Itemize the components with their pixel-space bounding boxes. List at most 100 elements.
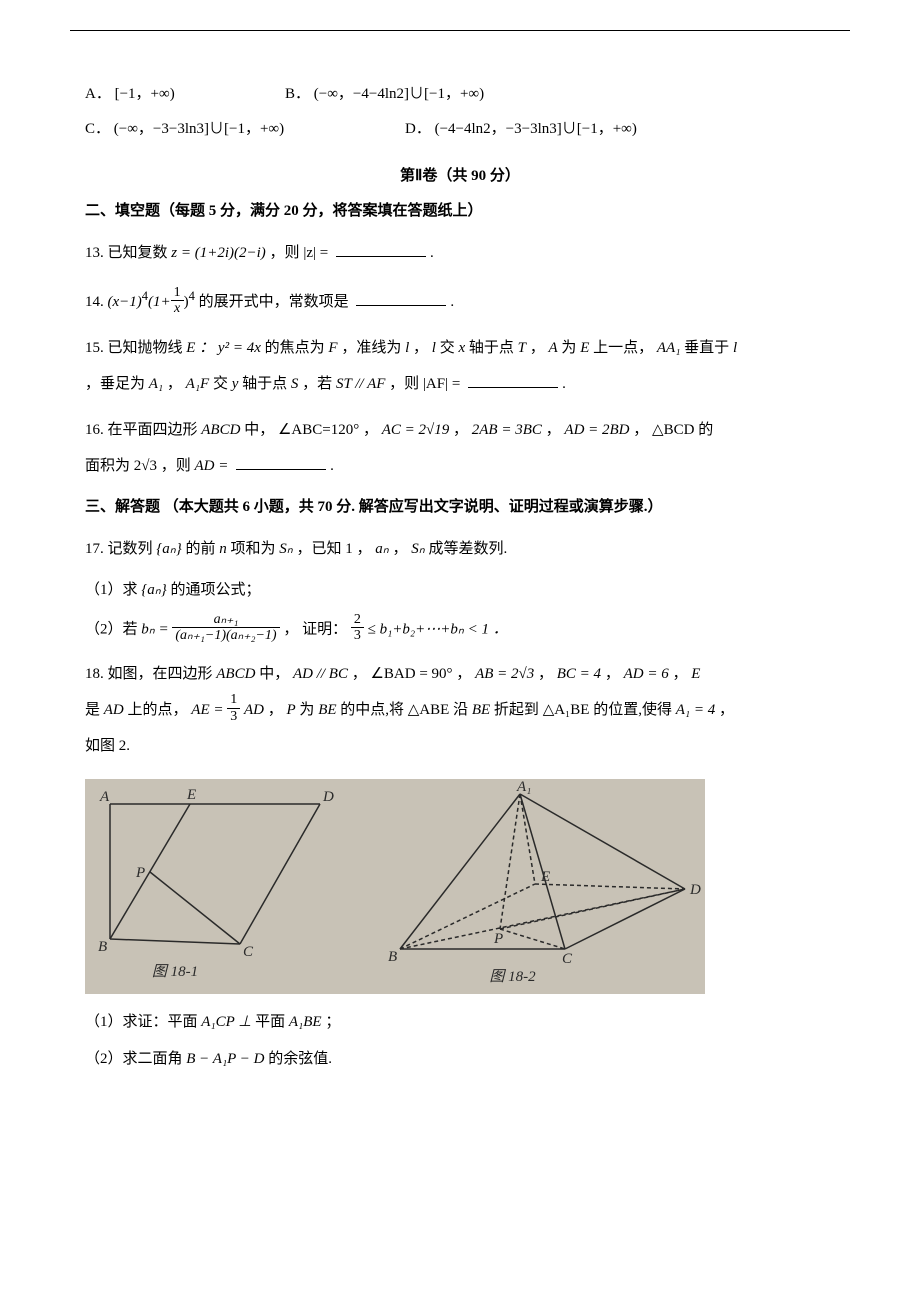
q13-mid: ，则	[270, 245, 300, 261]
q18-2g: 折起到	[494, 702, 539, 718]
q18-s1c: ；	[325, 1014, 340, 1030]
q18-d: ，	[456, 666, 475, 682]
q18-AD2: AD	[104, 702, 124, 718]
q15-i: 为	[561, 340, 580, 356]
q15-E: E	[580, 340, 589, 356]
q17-bn-den: (aₙ₊₁−1)(aₙ₊₂−1)	[172, 628, 279, 643]
q13-prefix: 13. 已知复数	[85, 245, 171, 261]
q17-n: n	[219, 541, 227, 557]
q18-a: 18. 如图，在四边形	[85, 666, 216, 682]
q15-eq: E ： y² = 4x	[186, 340, 261, 356]
q16-g: 的	[698, 422, 713, 438]
q17-s2a: （2）若	[85, 621, 141, 637]
q14-suffix: 的展开式中，常数项是	[199, 294, 349, 310]
q18-2i: ，	[719, 702, 734, 718]
q13-blank	[336, 242, 426, 257]
q17-d: ，已知 1 ，	[297, 541, 376, 557]
q18-par: AD // BC	[293, 666, 348, 682]
q15-F: F	[328, 340, 337, 356]
q16-ABCD: ABCD	[201, 422, 240, 438]
option-d-label: D．	[405, 121, 431, 137]
q16-2a: 面积为	[85, 458, 134, 474]
q18-2a: 是	[85, 702, 104, 718]
svg-text:B: B	[388, 949, 397, 965]
q14-frac: 1x	[171, 285, 184, 317]
q18-ABE: △ABE	[408, 702, 450, 718]
q16-angle: ∠ABC=120°	[278, 422, 359, 438]
svg-text:B: B	[98, 939, 107, 955]
q18-f: ，	[605, 666, 624, 682]
q17-Sn2: Sₙ	[411, 541, 424, 557]
q17-s2b: ， 证明：	[283, 621, 351, 637]
q18-angle: ∠BAD = 90°	[370, 666, 452, 682]
q12-options-row1: A． [−1，+∞) B． (−∞，−4−4ln2]∪[−1，+∞)	[85, 81, 835, 108]
option-a-label: A．	[85, 86, 111, 102]
q18-s2ang: B − A₁P − D	[186, 1051, 264, 1067]
section2-header: 二、填空题（每题 5 分，满分 20 分，将答案填在答题纸上）	[85, 198, 835, 225]
q18-s2b: 的余弦值.	[268, 1051, 332, 1067]
option-d-expr: (−4−4ln2，−3−3ln3]∪[−1，+∞)	[435, 121, 637, 137]
option-d: D． (−4−4ln2，−3−3ln3]∪[−1，+∞)	[405, 116, 637, 143]
q16-blank	[236, 455, 326, 470]
q17-a: 17. 记数列	[85, 541, 153, 557]
q15-A1F: A₁F	[186, 376, 210, 392]
q16-rel2: AD = 2BD	[564, 422, 629, 438]
q16-c: ，	[363, 422, 382, 438]
q17-c: 项和为	[231, 541, 280, 557]
q12-options-row2: C． (−∞，−3−3ln3]∪[−1，+∞) D． (−4−4ln2，−3−3…	[85, 116, 835, 143]
q18-g: ，	[672, 666, 691, 682]
q15-S: S	[291, 376, 299, 392]
q18-e: ，	[538, 666, 557, 682]
svg-text:图 18-1: 图 18-1	[152, 964, 198, 980]
svg-text:D: D	[322, 789, 334, 805]
q17-s1b: 的通项公式；	[171, 582, 261, 598]
svg-text:C: C	[243, 944, 254, 960]
q14-prefix: 14.	[85, 294, 108, 310]
q15-e: ，	[413, 340, 432, 356]
q18-E: E	[691, 666, 700, 682]
q15-f: 交	[440, 340, 459, 356]
q17-bn-frac: aₙ₊₁(aₙ₊₁−1)(aₙ₊₂−1)	[172, 612, 279, 644]
page-content: A． [−1，+∞) B． (−∞，−4−4ln2]∪[−1，+∞) C． (−…	[0, 81, 920, 1073]
q15-x: x	[458, 340, 465, 356]
q18-sub2: （2）求二面角 B − A₁P − D 的余弦值.	[85, 1046, 835, 1073]
q15-2d: 轴于点	[242, 376, 291, 392]
q18-s1b: 平面	[255, 1014, 289, 1030]
q14-blank	[356, 291, 446, 306]
svg-text:A₁: A₁	[516, 779, 531, 795]
q16-e: ，	[546, 422, 565, 438]
q16-AD: AD =	[195, 458, 233, 474]
question-13: 13. 已知复数 z = (1+2i)(2−i) ，则 |z| = .	[85, 235, 835, 271]
page-top-rule	[70, 30, 850, 31]
q15-j: 上一点，	[593, 340, 657, 356]
q18-AE: AE =	[191, 702, 227, 718]
q18-2h: 的位置,使得	[593, 702, 676, 718]
q15-2e: ，若	[302, 376, 336, 392]
q15-y: y	[232, 376, 239, 392]
q13-expr: z = (1+2i)(2−i)	[171, 245, 266, 261]
q17-ineq-den: 3	[351, 628, 364, 643]
q15-T: T	[518, 340, 526, 356]
option-c-expr: (−∞，−3−3ln3]∪[−1，+∞)	[114, 121, 284, 137]
q16-d: ，	[453, 422, 472, 438]
q17-bn-num: aₙ₊₁	[172, 612, 279, 628]
q18-P: P	[287, 702, 296, 718]
q16-BCD: △BCD	[652, 422, 694, 438]
option-c: C． (−∞，−3−3ln3]∪[−1，+∞)	[85, 116, 405, 143]
q17-bn: bₙ =	[141, 621, 172, 637]
q18-2f: 沿	[453, 702, 472, 718]
question-14: 14. (x−1)4(1+1x)4 的展开式中，常数项是 .	[85, 281, 835, 320]
q18-AD3: AD	[244, 702, 264, 718]
q18-AD: AD = 6	[624, 666, 669, 682]
q18-A1eq: A₁ = 4	[676, 702, 716, 718]
q18-BC: BC = 4	[557, 666, 601, 682]
q18-2b: 上的点，	[128, 702, 188, 718]
q18-sub1: （1）求证：平面 A₁CP ⊥ 平面 A₁BE ；	[85, 1009, 835, 1036]
option-b-expr: (−∞，−4−4ln2]∪[−1，+∞)	[314, 86, 484, 102]
option-a-expr: [−1，+∞)	[115, 86, 175, 102]
q16-f: ，	[633, 422, 648, 438]
q18-c: ，	[352, 666, 371, 682]
q15-ST: ST // AF	[336, 376, 385, 392]
q14-frac-den: x	[171, 301, 184, 316]
q18-2c: ，	[268, 702, 287, 718]
